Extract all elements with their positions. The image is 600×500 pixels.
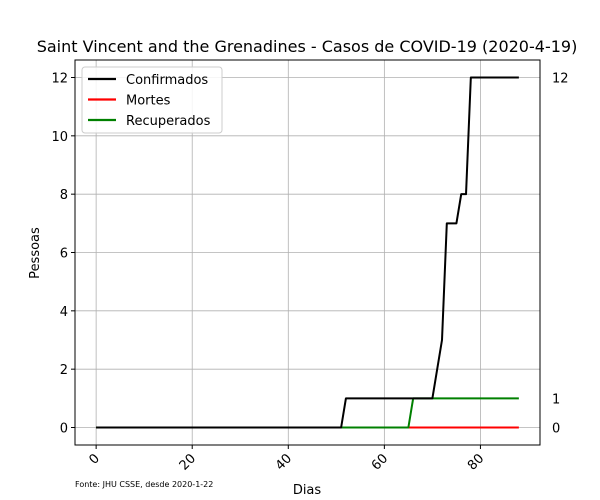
x-tick-label: 40 bbox=[273, 451, 295, 473]
x-tick-label: 80 bbox=[465, 451, 487, 473]
y-tick-label: 0 bbox=[60, 422, 68, 437]
y-ticks: 0 2 4 6 8 10 12 bbox=[51, 72, 75, 437]
legend-label: Recuperados bbox=[126, 114, 211, 129]
y-tick-label: 4 bbox=[60, 305, 68, 320]
legend-label: Confirmados bbox=[126, 73, 208, 88]
legend-box bbox=[81, 66, 223, 134]
legend-label: Mortes bbox=[126, 94, 171, 109]
end-value-label: 12 bbox=[552, 72, 569, 87]
end-value-label: 0 bbox=[552, 422, 560, 437]
y-tick-label: 2 bbox=[60, 363, 68, 378]
x-tick-label: 60 bbox=[369, 451, 391, 473]
end-value-label: 1 bbox=[552, 392, 560, 407]
chart-title: Saint Vincent and the Grenadines - Casos… bbox=[37, 37, 578, 56]
x-tick-label: 0 bbox=[87, 451, 103, 467]
x-axis-label: Dias bbox=[293, 483, 322, 498]
series-line-recuperados bbox=[96, 397, 519, 429]
y-tick-label: 10 bbox=[51, 130, 68, 145]
y-tick-label: 6 bbox=[60, 247, 68, 262]
series-layer bbox=[96, 76, 519, 429]
y-axis-label: Pessoas bbox=[28, 227, 43, 279]
y-tick-label: 8 bbox=[60, 188, 68, 203]
x-tick-label: 20 bbox=[177, 451, 199, 473]
series-line-confirmados bbox=[96, 76, 519, 429]
legend: Confirmados Mortes Recuperados bbox=[81, 66, 223, 134]
x-ticks: 0 20 40 60 80 bbox=[87, 445, 487, 474]
y-tick-label: 12 bbox=[51, 72, 68, 87]
end-labels: 12 1 0 bbox=[552, 72, 569, 437]
source-note: Fonte: JHU CSSE, desde 2020-1-22 bbox=[75, 480, 213, 489]
